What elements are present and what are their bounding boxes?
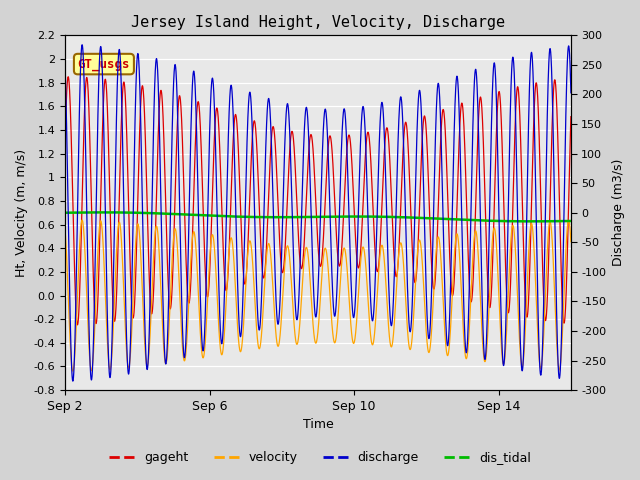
Y-axis label: Ht, Velocity (m, m/s): Ht, Velocity (m, m/s) <box>15 149 28 277</box>
Title: Jersey Island Height, Velocity, Discharge: Jersey Island Height, Velocity, Discharg… <box>131 15 505 30</box>
Legend: gageht, velocity, discharge, dis_tidal: gageht, velocity, discharge, dis_tidal <box>104 446 536 469</box>
X-axis label: Time: Time <box>303 419 333 432</box>
Text: GT_usgs: GT_usgs <box>77 58 130 71</box>
Y-axis label: Discharge (m3/s): Discharge (m3/s) <box>612 159 625 266</box>
